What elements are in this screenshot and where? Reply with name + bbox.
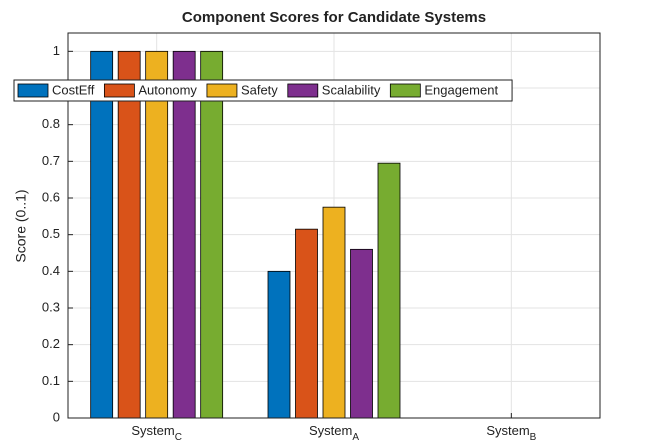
bar: [200, 50, 224, 419]
x-tick-label-sub: B: [530, 432, 537, 443]
y-tick-label: 0.2: [42, 336, 60, 351]
legend: CostEff Autonomy Safety Scalability Engageme…: [13, 79, 513, 102]
bar: [117, 50, 141, 419]
x-tick-label-text: System: [131, 423, 174, 438]
bar: [172, 50, 196, 419]
legend-label: Safety: [241, 82, 278, 97]
bar: [350, 248, 373, 419]
plot-frame: [67, 32, 601, 419]
y-tick-label: 0.4: [42, 263, 60, 278]
y-tick-label: 0.5: [42, 226, 60, 241]
legend-swatch: [389, 83, 421, 98]
x-tick-label: SystemB: [486, 423, 536, 442]
y-tick-label: 0: [53, 409, 60, 424]
y-tick-label: 0.8: [42, 116, 60, 131]
legend-label: Autonomy: [138, 82, 197, 97]
y-axis-label: Score (0..1): [13, 189, 29, 262]
x-tick-label-sub: A: [352, 432, 359, 443]
bar: [90, 50, 114, 419]
legend-swatch: [103, 83, 135, 98]
legend-label: Scalability: [322, 82, 381, 97]
legend-label: CostEff: [52, 82, 95, 97]
y-tick-label: 0.6: [42, 189, 60, 204]
y-tick-label: 0.7: [42, 153, 60, 168]
y-tick-label: 0.1: [42, 373, 60, 388]
bar: [267, 270, 291, 419]
legend-label: Engagement: [424, 82, 498, 97]
bar: [377, 162, 401, 419]
x-tick-label-text: System: [486, 423, 529, 438]
x-tick-label-sub: C: [175, 432, 182, 443]
bar: [322, 206, 346, 419]
y-tick-label: 1: [53, 43, 60, 58]
chart-title: Component Scores for Candidate Systems: [182, 9, 486, 26]
legend-swatch: [17, 83, 49, 98]
bar: [295, 228, 318, 419]
legend-swatch: [287, 83, 319, 98]
legend-box: [13, 79, 513, 102]
bar: [145, 50, 169, 419]
legend-swatch: [206, 83, 238, 98]
x-tick-label: SystemC: [131, 423, 182, 442]
x-tick-label: SystemA: [309, 423, 359, 442]
x-tick-label-text: System: [309, 423, 352, 438]
y-tick-label: 0.3: [42, 299, 60, 314]
